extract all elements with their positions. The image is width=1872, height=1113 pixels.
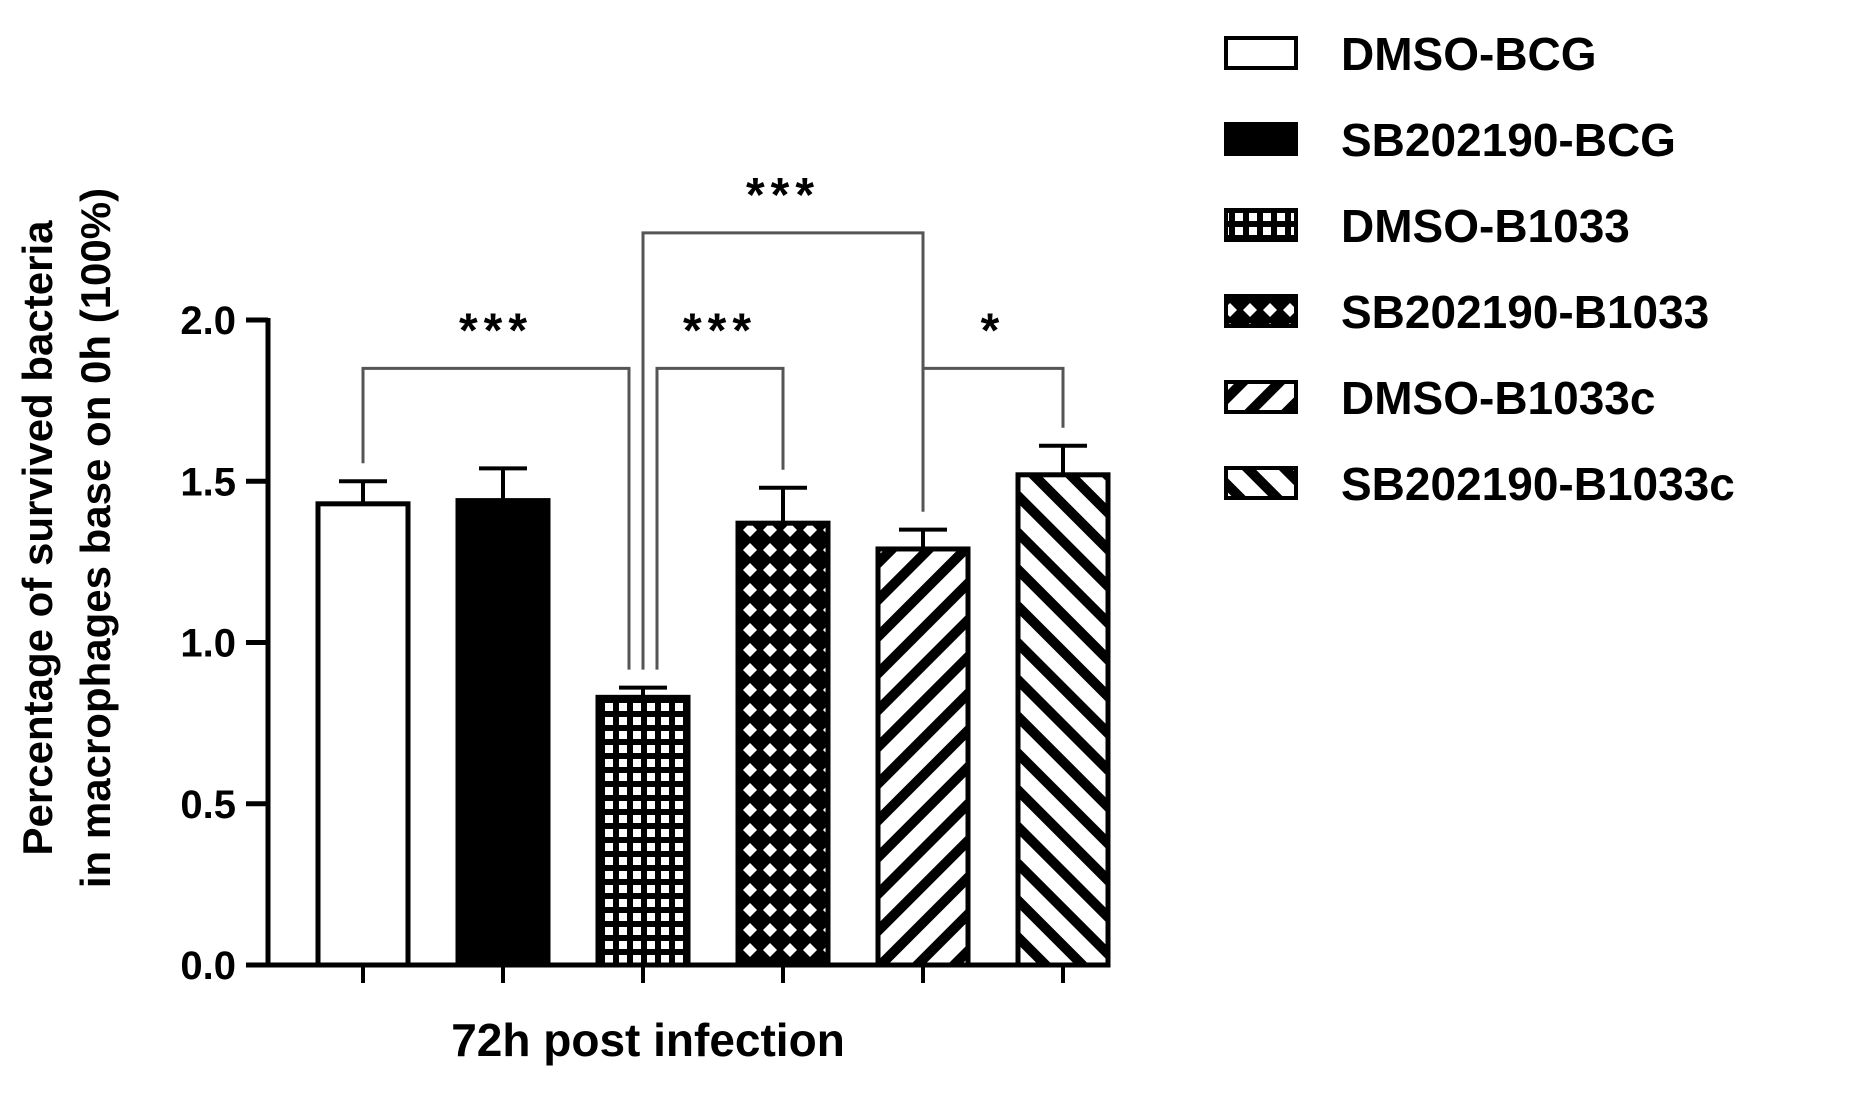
- significance-label: ***: [459, 304, 533, 357]
- legend-label: DMSO-B1033: [1341, 200, 1630, 252]
- significance-bracket: [361, 366, 631, 670]
- legend-item: SB202190-B1033c: [1224, 458, 1735, 510]
- significance-bracket: [921, 366, 1065, 512]
- bar-dmso-b1033: [595, 694, 691, 968]
- significance-bracket: [655, 366, 785, 670]
- legend-item: SB202190-B1033: [1224, 286, 1709, 338]
- y-tick-label: 1.0: [180, 622, 236, 666]
- legend-item: DMSO-BCG: [1224, 28, 1597, 80]
- y-axis-label-line-1: Percentage of survived bacteria: [14, 220, 61, 856]
- legend-label: SB202190-B1033: [1341, 286, 1709, 338]
- significance-label: ***: [683, 304, 757, 357]
- legend-swatch: [1224, 36, 1298, 70]
- significance-label: *: [981, 304, 1006, 357]
- legend-item: DMSO-B1033: [1224, 200, 1630, 252]
- legend-label: SB202190-B1033c: [1341, 458, 1735, 510]
- significance-label: ***: [746, 169, 820, 222]
- bar-sb202190-bcg: [455, 498, 551, 968]
- y-tick-label: 1.5: [180, 460, 236, 504]
- legend-swatch: [1224, 466, 1298, 500]
- y-axis-label-line-2: in macrophages base on 0h (100%): [72, 188, 119, 888]
- legend: DMSO-BCG SB202190-BCG DMSO-B1033 SB202190-B…: [1224, 28, 1735, 510]
- legend-swatch: [1224, 208, 1298, 242]
- legend-item: DMSO-B1033c: [1224, 372, 1655, 424]
- bars: [315, 443, 1111, 968]
- legend-swatch: [1224, 294, 1298, 328]
- legend-label: DMSO-B1033c: [1341, 372, 1655, 424]
- bar-sb202190-b1033: [735, 520, 831, 968]
- y-tick-label: 0.0: [180, 944, 236, 988]
- y-axis-label: Percentage of survived bacteria in macro…: [14, 188, 119, 888]
- y-tick-label: 2.0: [180, 299, 236, 343]
- bar-sb202190-b1033c: [1015, 472, 1111, 968]
- legend-label: SB202190-BCG: [1341, 114, 1676, 166]
- bar-dmso-bcg: [315, 501, 411, 968]
- legend-item: SB202190-BCG: [1224, 114, 1676, 166]
- y-tick-label: 0.5: [180, 783, 236, 827]
- bar-dmso-b1033c: [875, 546, 971, 968]
- legend-swatch: [1224, 122, 1298, 156]
- significance-brackets: *** *******: [361, 169, 1065, 670]
- legend-swatch: [1224, 380, 1298, 414]
- x-axis-label: 72h post infection: [451, 1014, 845, 1066]
- legend-label: DMSO-BCG: [1341, 28, 1597, 80]
